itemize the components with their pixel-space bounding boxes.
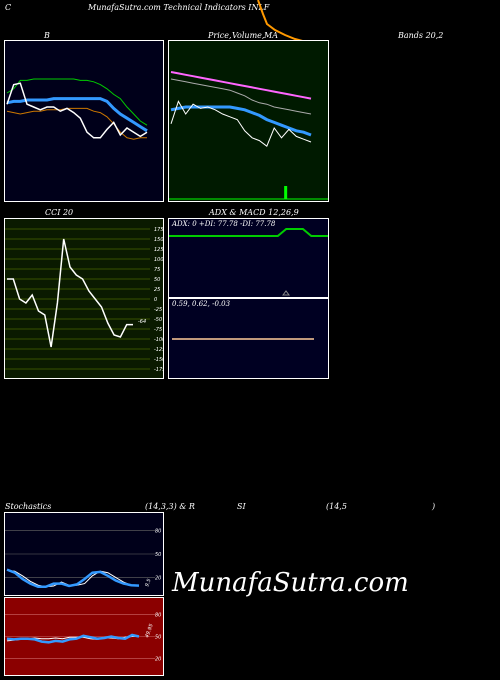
price-line [170,100,312,147]
cci-tick-label: 175 [154,227,163,233]
ma-mid-line [170,78,312,115]
bands-label: Bands 20,2 [398,31,444,40]
cci-tick-label: 150 [154,237,163,243]
stoch-tick-label: 20 [155,575,161,581]
cci-tick-label: -50 [154,317,162,323]
middle-band-line [6,97,148,133]
rsi-tick-label: 20 [155,656,161,662]
stoch-current-value: 9.5 [144,578,152,588]
cci-chart: 175 150 125 100 75 50 25 0 -25 -50 -75 -100 -125 -150… [5,219,163,378]
rsi-tick-label: 80 [155,613,161,619]
adx-panel: ADX: 0 +DI: 77.78 -DI: 77.78 [168,218,329,298]
rsi-close: ) [432,502,436,511]
price-line [6,82,148,139]
cci-tick-label: 125 [154,247,163,253]
cci-tick-label: 0 [154,297,157,303]
stoch-label: Stochastics [5,502,52,511]
price-ma-chart [169,41,328,201]
mfi-line [6,633,140,644]
header-left-letter: C [5,3,12,12]
cci-tick-label: -125 [154,347,163,353]
cci-tick-label: 100 [154,257,163,263]
volume-bar [284,186,288,199]
stochastics-chart: 80 50 209.5 [5,513,163,595]
ma-short-line [170,105,312,137]
panel-background [5,219,163,378]
bollinger-panel [4,40,164,202]
rsi-params: (14,5 [326,502,347,511]
cci-tick-label: 25 [154,287,160,293]
cci-current-value: -64 [138,319,146,325]
bollinger-label: B [44,31,50,40]
bollinger-chart [5,41,163,201]
stoch-k-line [6,568,140,589]
rsi-current-value: 49.95 [144,623,155,639]
stochastics-panel: 80 50 20 9.5 [4,512,164,596]
price-label: Price, [208,31,232,40]
cci-tick-label: -75 [154,327,162,333]
cci-panel: 175 150 125 100 75 50 25 0 -25 -50 -75 -100 -125 -150… [4,218,164,379]
cci-tick-label: -100 [154,337,163,343]
cci-line [7,238,133,348]
lower-band-line [6,107,147,140]
rsi-panel: 80 50 20 49.95 [4,597,164,676]
adx-marker [282,290,290,296]
rsi-tick-label: 50 [155,635,161,641]
panel-background [169,219,328,297]
cci-tick-label: 50 [154,277,160,283]
cci-tick-label: -175 [154,367,163,373]
rsi-label: SI [237,502,246,511]
upper-band-line [6,78,148,126]
stoch-tick-label: 50 [155,552,161,558]
macd-panel: 0.59, 0.62, -0.03 [168,298,329,379]
page-title: MunafaSutra.com Technical Indicators INL… [88,3,270,12]
ma-label: MA [264,31,278,40]
watermark: MunafaSutra.com [172,568,409,598]
macd-values: 0.59, 0.62, -0.03 [172,300,231,308]
adx-macd-label: ADX & MACD 12,26,9 [209,208,299,217]
panel-background [5,41,163,201]
panel-background [169,41,328,201]
cci-tick-label: -150 [154,357,163,363]
cci-tick-label: -25 [154,307,162,313]
cci-tick-label: 75 [154,267,160,273]
stoch-params: (14,3,3) & R [145,502,195,511]
price-overflow-line [257,0,311,44]
stoch-tick-label: 80 [155,529,161,535]
cci-label: CCI 20 [45,208,74,217]
volume-label: Volume, [232,31,265,40]
ma-long-line [170,71,312,100]
adx-values: ADX: 0 +DI: 77.78 -DI: 77.78 [172,220,276,228]
adx-chart [169,219,328,297]
macd-chart [169,299,328,378]
rsi-chart: 80 50 20 49.95 [5,598,163,675]
price-ma-panel [168,40,329,202]
plus-di-line [169,228,328,237]
